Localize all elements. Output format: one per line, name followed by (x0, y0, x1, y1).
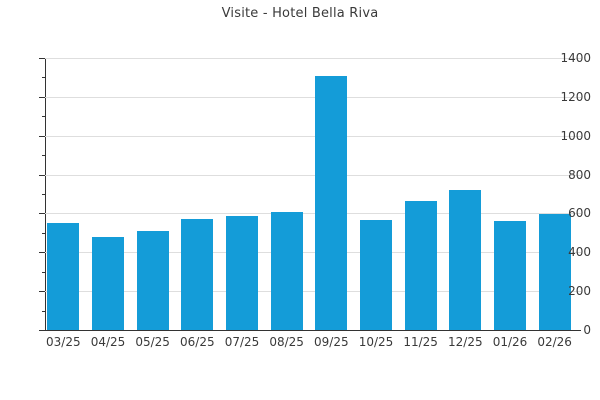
x-tick-label-05-25: 05/25 (135, 335, 170, 349)
y-major-tick (39, 330, 45, 331)
x-tick-label-12-25: 12/25 (448, 335, 483, 349)
x-tick-label-11-25: 11/25 (403, 335, 438, 349)
y-major-tick (39, 252, 45, 254)
bar-01-26 (494, 221, 526, 330)
y-major-tick (39, 174, 45, 176)
y-tick-label-800: 800 (568, 167, 591, 182)
bar-11-25 (404, 200, 437, 330)
y-major-tick (39, 96, 45, 98)
x-tick-label-08-25: 08/25 (269, 335, 304, 349)
y-minor-tick (42, 194, 45, 195)
x-tick-label-07-25: 07/25 (224, 335, 260, 349)
x-tick-label-09-25: 09/25 (314, 335, 349, 349)
bar-06-25 (181, 219, 214, 330)
gridline-y-600 (45, 213, 581, 215)
x-tick-label-06-25: 06/25 (180, 335, 215, 349)
y-minor-tick (42, 155, 45, 157)
gridline-y-1000 (45, 135, 581, 137)
y-minor-tick (42, 77, 45, 79)
y-major-tick (39, 58, 45, 59)
x-tick-label-02-26: 02/26 (537, 335, 572, 349)
y-tick-label-400: 400 (568, 245, 591, 260)
y-tick-label-600: 600 (568, 206, 591, 221)
y-tick-label-200: 200 (568, 284, 591, 299)
y-tick-label-1000: 1000 (560, 128, 591, 143)
y-tick-label-1200: 1200 (560, 89, 591, 104)
x-tick-label-04-25: 04/25 (90, 335, 126, 349)
x-axis-spine (45, 330, 581, 331)
y-minor-tick (42, 271, 45, 273)
y-minor-tick (42, 116, 45, 118)
x-tick-label-10-25: 10/25 (358, 335, 394, 349)
y-major-tick (39, 213, 45, 215)
y-tick-label-0: 0 (583, 323, 591, 337)
y-axis-spine (45, 58, 46, 330)
chart-title: Visite - Hotel Bella Riva (221, 6, 379, 21)
bar-10-25 (360, 220, 392, 330)
gridline-y-1400 (45, 58, 581, 59)
bar-03-25 (47, 223, 80, 330)
y-major-tick (39, 135, 45, 137)
bar-07-25 (226, 216, 258, 330)
y-minor-tick (42, 232, 45, 234)
y-minor-tick (42, 310, 45, 312)
y-major-tick (39, 291, 45, 293)
plot-area: 03/25 04/25 05/25 06/25 07/25 08/25 09/25 10/25… (39, 58, 581, 348)
bar-05-25 (136, 230, 169, 330)
bar-08-25 (270, 212, 303, 330)
gridline-y-400 (45, 252, 581, 254)
bar-02-26 (538, 214, 571, 330)
gridline-y-800 (45, 174, 581, 176)
y-tick-label-1400: 1400 (560, 51, 591, 65)
x-tick-label-01-26: 01/26 (492, 335, 528, 349)
bar-09-25 (315, 75, 348, 330)
gridline-y-200 (45, 291, 581, 293)
bar-04-25 (92, 236, 124, 330)
bar-12-25 (449, 190, 482, 330)
gridline-y-1200 (45, 96, 581, 98)
x-tick-label-03-25: 03/25 (46, 335, 81, 349)
